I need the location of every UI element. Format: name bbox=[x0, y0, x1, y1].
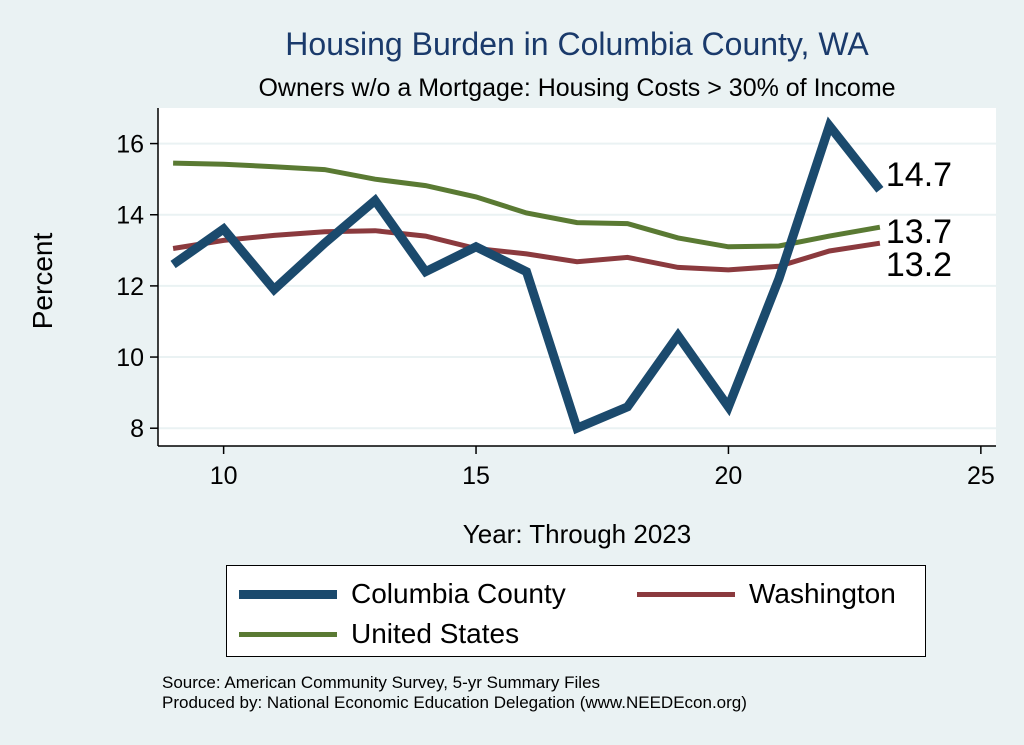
legend-swatch-columbia-county bbox=[239, 589, 337, 599]
legend-item-columbia-county: Columbia County bbox=[239, 578, 566, 610]
source-note: Source: American Community Survey, 5-yr … bbox=[162, 673, 747, 713]
chart-subtitle: Owners w/o a Mortgage: Housing Costs > 3… bbox=[258, 74, 896, 102]
series-lines bbox=[170, 116, 884, 435]
legend-item-united-states: United States bbox=[239, 618, 519, 650]
grid-lines bbox=[158, 142, 996, 430]
x-tick-label: 20 bbox=[715, 462, 743, 490]
legend-swatch-washington bbox=[637, 591, 735, 597]
producer-line: Produced by: National Economic Education… bbox=[162, 693, 747, 712]
end-label-columbia-county: 14.7 bbox=[886, 156, 952, 194]
y-tick-label: 14 bbox=[116, 202, 144, 230]
legend-item-washington: Washington bbox=[637, 578, 896, 610]
y-tick-label: 10 bbox=[116, 344, 144, 372]
legend-label-columbia-county: Columbia County bbox=[351, 578, 566, 609]
x-tick-label: 10 bbox=[210, 462, 238, 490]
end-label-united-states: 13.7 bbox=[886, 213, 952, 251]
legend-swatch-united-states bbox=[239, 631, 337, 637]
y-tick-label: 16 bbox=[116, 131, 144, 159]
series-line-united-states bbox=[173, 160, 881, 250]
y-axis-label: Percent bbox=[27, 233, 58, 330]
axes: 8 10 12 14 16 10 15 20 25 bbox=[116, 108, 996, 490]
end-labels: 14.7 13.213.7 bbox=[886, 156, 952, 284]
source-line: Source: American Community Survey, 5-yr … bbox=[162, 673, 601, 692]
end-label-washington: 13.2 bbox=[886, 246, 952, 284]
y-tick-label: 8 bbox=[130, 415, 144, 443]
x-axis-label: Year: Through 2023 bbox=[463, 519, 691, 549]
legend-label-united-states: United States bbox=[351, 618, 520, 649]
chart-title: Housing Burden in Columbia County, WA bbox=[285, 26, 869, 62]
series-line-columbia-county bbox=[170, 116, 884, 435]
x-tick-label: 25 bbox=[967, 462, 995, 490]
series-line-washington bbox=[172, 228, 881, 273]
x-tick-label: 15 bbox=[462, 462, 490, 490]
legend: Columbia County Washington United States bbox=[226, 565, 926, 657]
y-tick-label: 12 bbox=[116, 273, 144, 301]
legend-label-washington: Washington bbox=[749, 578, 896, 609]
